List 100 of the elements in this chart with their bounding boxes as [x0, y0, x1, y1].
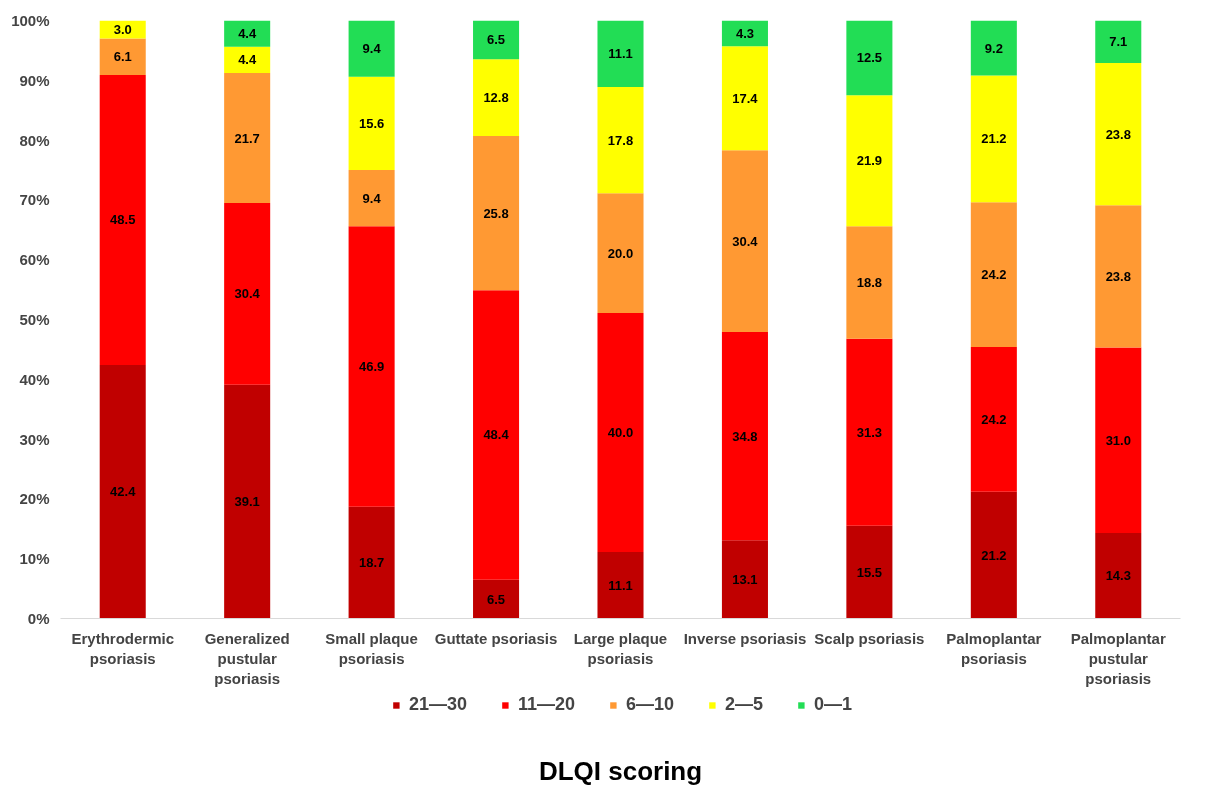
x-tick-label: Palmoplantar pustular psoriasis: [1070, 629, 1166, 688]
bar: [224, 384, 271, 619]
bar: [473, 59, 520, 136]
bar: [224, 202, 271, 385]
bar: [721, 332, 768, 541]
data-label: 40.0: [607, 425, 634, 441]
x-tick-label: Small plaque psoriasis: [325, 629, 418, 667]
bar: [1095, 532, 1142, 619]
data-label: 17.8: [607, 132, 634, 148]
data-label: 12.5: [856, 50, 883, 66]
x-tick-label: Generalized pustular psoriasis: [204, 629, 290, 688]
y-tick-label: 0%: [27, 610, 50, 627]
data-label: 14.3: [1105, 568, 1131, 584]
bar: [846, 226, 893, 339]
bar: [721, 150, 768, 333]
y-tick-label: 10%: [19, 550, 50, 568]
bar: [970, 20, 1017, 76]
bar: [846, 20, 893, 96]
data-label: 15.6: [358, 115, 385, 131]
bar: [597, 552, 644, 619]
bar: [348, 76, 395, 170]
bar: [1095, 62, 1142, 206]
data-label: 7.1: [1109, 34, 1128, 50]
bar: [224, 73, 271, 203]
data-label: 4.3: [735, 25, 754, 41]
bar: [597, 86, 644, 194]
x-tick-label: Large plaque psoriasis: [573, 629, 668, 667]
legend-label: 21—30: [408, 694, 467, 715]
data-label: 21.9: [856, 153, 883, 169]
data-label: 30.4: [732, 233, 759, 249]
bar: [473, 290, 520, 580]
data-label: 17.4: [732, 90, 759, 106]
data-label: 42.4: [110, 484, 137, 500]
x-tick-label: Scalp psoriasis: [814, 629, 925, 647]
y-tick-label: 30%: [19, 430, 50, 448]
bar: [721, 46, 768, 151]
bar: [348, 226, 395, 507]
bar: [846, 525, 893, 619]
x-tick-label: Inverse psoriasis: [683, 629, 807, 647]
bar: [99, 38, 146, 75]
data-label: 11.1: [608, 46, 633, 62]
bar: [970, 75, 1017, 203]
data-label: 9.4: [362, 190, 382, 206]
bar: [348, 170, 395, 227]
bar: [970, 347, 1017, 492]
bar: [970, 491, 1017, 619]
bar: [1095, 20, 1142, 63]
x-tick-label: Guttate psoriasis: [434, 629, 558, 647]
bar: [597, 193, 644, 313]
bar: [597, 312, 644, 553]
bar: [473, 579, 520, 619]
data-label: 6.5: [487, 32, 506, 48]
data-label: 15.5: [856, 564, 883, 580]
bar: [1095, 347, 1142, 533]
data-label: 31.0: [1105, 432, 1131, 448]
bar: [846, 95, 893, 227]
y-tick-label: 90%: [19, 71, 50, 89]
bar: [348, 20, 395, 77]
bar: [348, 506, 395, 619]
data-label: 13.1: [732, 571, 758, 587]
data-label: 12.8: [483, 90, 509, 106]
bar: [846, 338, 893, 526]
x-tick-label: Erythrodermic psoriasis: [71, 629, 174, 667]
data-label: 18.7: [358, 555, 385, 571]
bar: [970, 202, 1017, 348]
data-label: 48.5: [110, 212, 136, 228]
data-label: 24.2: [981, 267, 1007, 283]
data-label: 34.8: [732, 428, 758, 444]
y-tick-label: 20%: [19, 490, 50, 508]
data-label: 6.5: [487, 591, 506, 607]
y-tick-label: 50%: [19, 311, 50, 328]
bar: [224, 20, 271, 47]
bar: [473, 20, 520, 60]
bar: [721, 540, 768, 619]
data-label: 46.9: [358, 358, 385, 374]
data-label: 30.4: [234, 286, 261, 302]
bar: [99, 364, 146, 619]
y-tick-label: 80%: [19, 131, 50, 149]
y-tick-label: 60%: [19, 251, 50, 269]
bar: [1095, 205, 1142, 348]
data-label: 11.1: [608, 577, 633, 593]
data-label: 21.7: [234, 130, 260, 146]
bar: [224, 46, 271, 74]
data-label: 21.2: [981, 131, 1007, 147]
bar: [99, 74, 146, 365]
legend-label: 0—1: [814, 694, 853, 715]
data-label: 3.0: [113, 21, 132, 37]
data-label: 4.4: [238, 52, 257, 68]
data-label: 20.0: [607, 245, 634, 261]
data-label: 9.2: [984, 40, 1003, 56]
data-label: 23.8: [1105, 126, 1131, 142]
x-tick-label: Palmoplantar psoriasis: [946, 629, 1042, 667]
data-label: 48.4: [483, 427, 510, 443]
data-label: 31.3: [856, 424, 883, 440]
data-label: 23.8: [1105, 268, 1131, 284]
legend-label: 6—10: [626, 694, 675, 715]
bar: [473, 135, 520, 291]
data-label: 4.4: [238, 26, 257, 42]
data-label: 6.1: [113, 49, 132, 65]
y-tick-label: 70%: [19, 191, 50, 209]
